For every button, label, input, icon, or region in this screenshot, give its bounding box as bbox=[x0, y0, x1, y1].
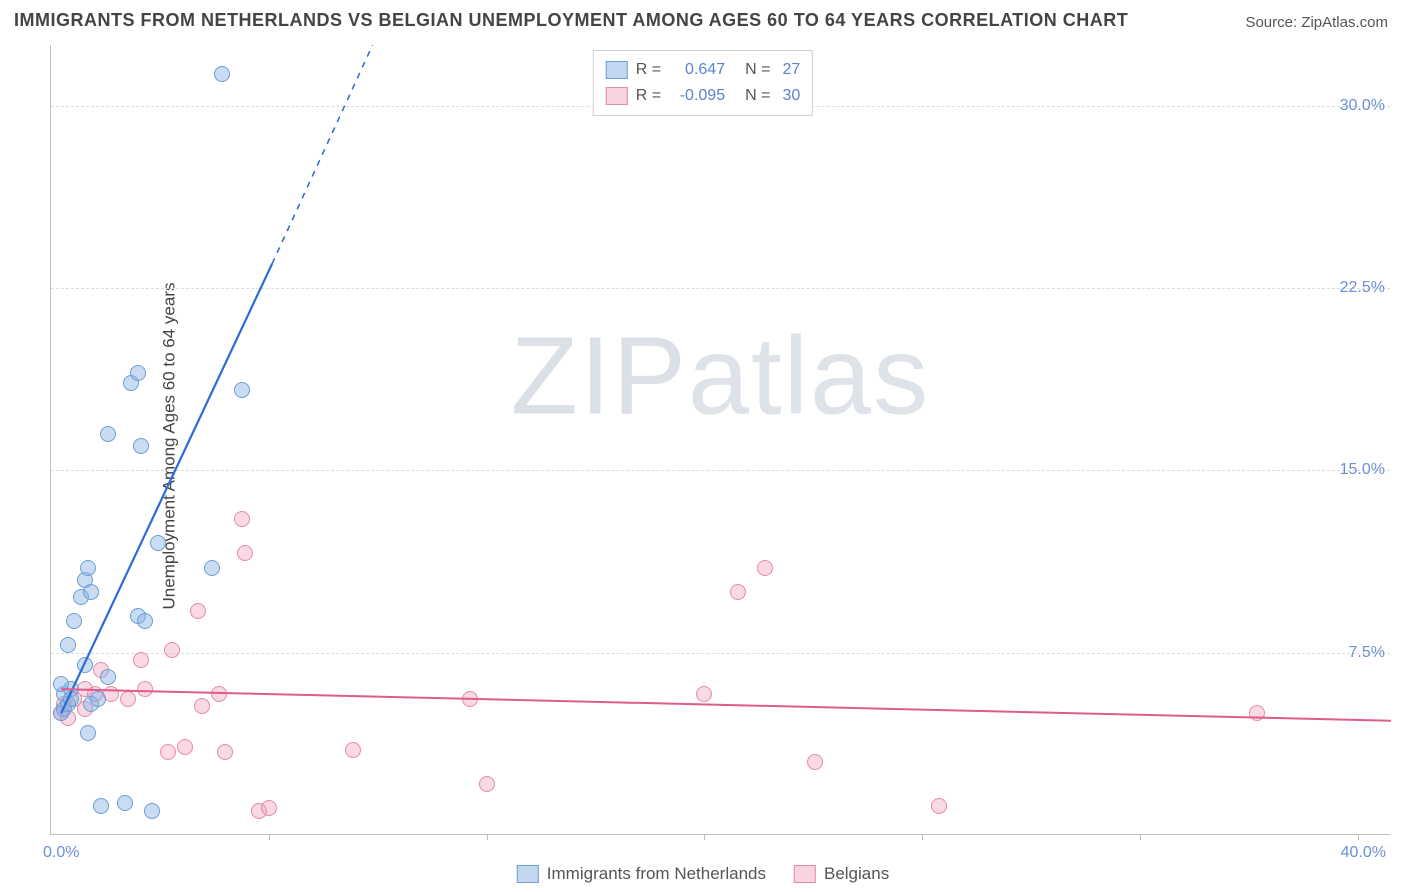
data-point bbox=[204, 560, 220, 576]
r-label: R = bbox=[636, 83, 661, 109]
data-point bbox=[696, 686, 712, 702]
data-point bbox=[757, 560, 773, 576]
trend-overlay bbox=[51, 45, 1391, 835]
data-point bbox=[100, 669, 116, 685]
x-tick-origin: 0.0% bbox=[43, 844, 79, 862]
swatch-icon bbox=[606, 87, 628, 105]
n-label: N = bbox=[745, 83, 770, 109]
watermark-bold: ZIP bbox=[511, 315, 688, 438]
data-point bbox=[100, 426, 116, 442]
data-point bbox=[144, 803, 160, 819]
y-tick-label: 7.5% bbox=[1349, 644, 1395, 662]
data-point bbox=[53, 676, 69, 692]
r-value-b: -0.095 bbox=[669, 83, 725, 109]
data-point bbox=[807, 754, 823, 770]
r-value-a: 0.647 bbox=[669, 57, 725, 83]
data-point bbox=[345, 742, 361, 758]
n-value-a: 27 bbox=[782, 57, 800, 83]
x-tick-mark bbox=[487, 834, 488, 840]
gridline bbox=[51, 653, 1390, 654]
legend-item-a: Immigrants from Netherlands bbox=[517, 864, 766, 884]
legend-row-a: R = 0.647 N = 27 bbox=[606, 57, 800, 83]
data-point bbox=[234, 382, 250, 398]
data-point bbox=[130, 365, 146, 381]
data-point bbox=[93, 798, 109, 814]
data-point bbox=[462, 691, 478, 707]
x-tick-max: 40.0% bbox=[1341, 844, 1386, 862]
swatch-icon bbox=[517, 865, 539, 883]
gridline bbox=[51, 288, 1390, 289]
x-tick-mark bbox=[922, 834, 923, 840]
data-point bbox=[80, 560, 96, 576]
chart-title: IMMIGRANTS FROM NETHERLANDS VS BELGIAN U… bbox=[14, 10, 1128, 31]
data-point bbox=[234, 511, 250, 527]
legend-row-b: R = -0.095 N = 30 bbox=[606, 83, 800, 109]
gridline bbox=[51, 470, 1390, 471]
swatch-icon bbox=[606, 61, 628, 79]
legend-label-a: Immigrants from Netherlands bbox=[547, 864, 766, 884]
data-point bbox=[237, 545, 253, 561]
data-point bbox=[931, 798, 947, 814]
data-point bbox=[164, 642, 180, 658]
source-label: Source: ZipAtlas.com bbox=[1245, 14, 1388, 31]
data-point bbox=[133, 438, 149, 454]
data-point bbox=[137, 681, 153, 697]
n-value-b: 30 bbox=[782, 83, 800, 109]
watermark-thin: atlas bbox=[688, 315, 930, 438]
data-point bbox=[150, 535, 166, 551]
x-tick-mark bbox=[1358, 834, 1359, 840]
data-point bbox=[211, 686, 227, 702]
correlation-legend: R = 0.647 N = 27 R = -0.095 N = 30 bbox=[593, 50, 813, 116]
y-tick-label: 15.0% bbox=[1340, 461, 1395, 479]
data-point bbox=[133, 652, 149, 668]
data-point bbox=[60, 637, 76, 653]
data-point bbox=[160, 744, 176, 760]
data-point bbox=[214, 66, 230, 82]
data-point bbox=[217, 744, 233, 760]
x-tick-mark bbox=[704, 834, 705, 840]
data-point bbox=[479, 776, 495, 792]
r-label: R = bbox=[636, 57, 661, 83]
data-point bbox=[77, 657, 93, 673]
data-point bbox=[190, 603, 206, 619]
data-point bbox=[66, 613, 82, 629]
series-legend: Immigrants from Netherlands Belgians bbox=[517, 864, 889, 884]
data-point bbox=[90, 691, 106, 707]
data-point bbox=[63, 691, 79, 707]
data-point bbox=[117, 795, 133, 811]
y-tick-label: 30.0% bbox=[1340, 97, 1395, 115]
data-point bbox=[194, 698, 210, 714]
watermark: ZIPatlas bbox=[511, 313, 930, 440]
x-tick-mark bbox=[269, 834, 270, 840]
plot-area: ZIPatlas 0.0% 40.0% 7.5%15.0%22.5%30.0% bbox=[50, 45, 1390, 835]
swatch-icon bbox=[794, 865, 816, 883]
data-point bbox=[80, 725, 96, 741]
data-point bbox=[120, 691, 136, 707]
data-point bbox=[177, 739, 193, 755]
data-point bbox=[137, 613, 153, 629]
data-point bbox=[83, 584, 99, 600]
data-point bbox=[1249, 705, 1265, 721]
data-point bbox=[730, 584, 746, 600]
y-tick-label: 22.5% bbox=[1340, 279, 1395, 297]
x-tick-mark bbox=[1140, 834, 1141, 840]
n-label: N = bbox=[745, 57, 770, 83]
legend-label-b: Belgians bbox=[824, 864, 889, 884]
data-point bbox=[261, 800, 277, 816]
legend-item-b: Belgians bbox=[794, 864, 889, 884]
